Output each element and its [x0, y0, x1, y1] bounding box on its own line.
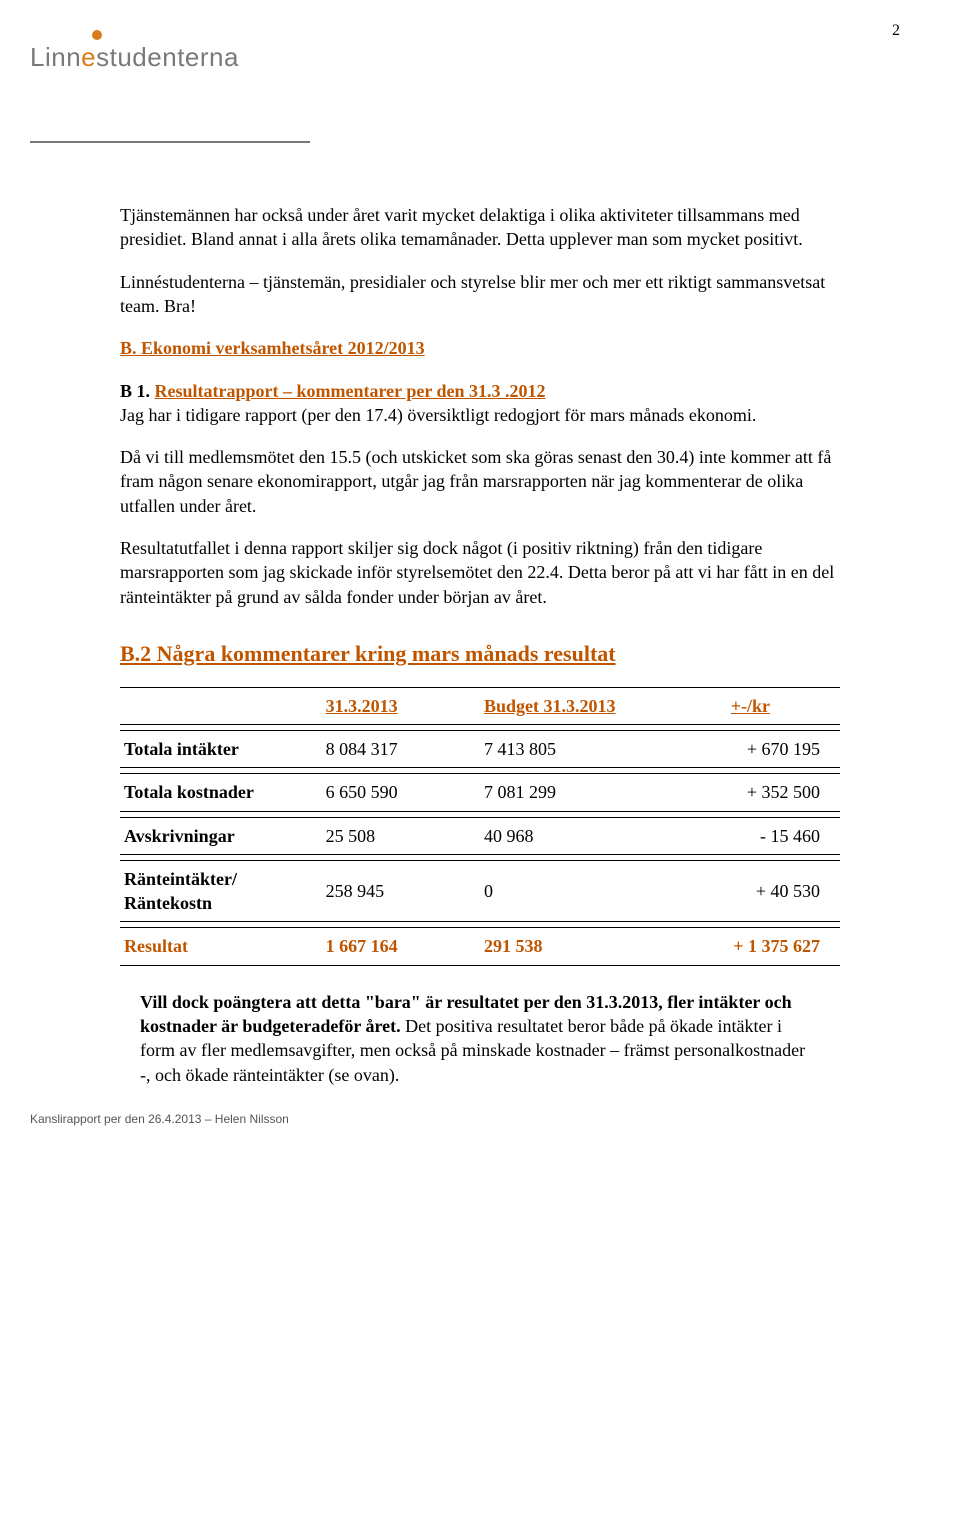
row-label: Resultat: [120, 928, 322, 965]
row-label: Totala intäkter: [120, 730, 322, 767]
row-label: Ränteintäkter/ Räntekostn: [120, 860, 322, 922]
b1-prefix: B 1.: [120, 381, 155, 401]
col-empty: [120, 687, 322, 724]
row-v3: - 15 460: [638, 817, 840, 854]
paragraph-1: Tjänstemännen har också under året varit…: [120, 203, 840, 252]
results-table: 31.3.2013 Budget 31.3.2013 +-/kr Totala …: [120, 687, 840, 966]
table-row: Resultat1 667 164291 538+ 1 375 627: [120, 928, 840, 965]
row-v2: 291 538: [480, 928, 638, 965]
row-v2: 0: [480, 860, 638, 922]
row-v3: + 670 195: [638, 730, 840, 767]
b1-heading-line: B 1. Resultatrapport – kommentarer per d…: [120, 379, 840, 428]
paragraph-2: Linnéstudenterna – tjänstemän, presidial…: [120, 270, 840, 319]
logo-accent: e: [81, 42, 96, 72]
row-v1: 1 667 164: [322, 928, 480, 965]
section-b-title: B. Ekonomi verksamhetsåret 2012/2013: [120, 336, 840, 360]
row-v3: + 1 375 627: [638, 928, 840, 965]
row-v1: 8 084 317: [322, 730, 480, 767]
col-date: 31.3.2013: [322, 687, 480, 724]
footer: Kanslirapport per den 26.4.2013 – Helen …: [30, 1111, 289, 1127]
row-v1: 258 945: [322, 860, 480, 922]
row-v1: 25 508: [322, 817, 480, 854]
logo-dot-icon: [92, 30, 102, 40]
section-b2-title: B.2 Några kommentarer kring mars månads …: [120, 639, 840, 669]
row-v2: 7 081 299: [480, 774, 638, 811]
table-row: Avskrivningar25 50840 968- 15 460: [120, 817, 840, 854]
row-v3: + 352 500: [638, 774, 840, 811]
logo-underline: [30, 141, 310, 143]
row-v1: 6 650 590: [322, 774, 480, 811]
logo-suffix: studenterna: [96, 42, 239, 72]
b1-orange-title: Resultatrapport – kommentarer per den 31…: [155, 381, 546, 401]
page-number: 2: [892, 20, 900, 42]
col-budget: Budget 31.3.2013: [480, 687, 638, 724]
logo-text: Linnestudenterna: [30, 40, 239, 75]
row-v2: 7 413 805: [480, 730, 638, 767]
b1-body2: Då vi till medlemsmötet den 15.5 (och ut…: [120, 445, 840, 518]
row-label: Totala kostnader: [120, 774, 322, 811]
table-row: Totala intäkter8 084 3177 413 805+ 670 1…: [120, 730, 840, 767]
table-row: Totala kostnader6 650 5907 081 299+ 352 …: [120, 774, 840, 811]
row-label: Avskrivningar: [120, 817, 322, 854]
table-header-row: 31.3.2013 Budget 31.3.2013 +-/kr: [120, 687, 840, 724]
table-row: Ränteintäkter/ Räntekostn258 9450+ 40 53…: [120, 860, 840, 922]
closing-note: Vill dock poängtera att detta "bara" är …: [140, 990, 820, 1087]
logo: Linnestudenterna: [30, 40, 840, 75]
row-v2: 40 968: [480, 817, 638, 854]
col-diff: +-/kr: [638, 687, 840, 724]
b1-body3: Resultatutfallet i denna rapport skiljer…: [120, 536, 840, 609]
row-v3: + 40 530: [638, 860, 840, 922]
logo-prefix: Linn: [30, 42, 81, 72]
b1-body1: Jag har i tidigare rapport (per den 17.4…: [120, 405, 756, 425]
